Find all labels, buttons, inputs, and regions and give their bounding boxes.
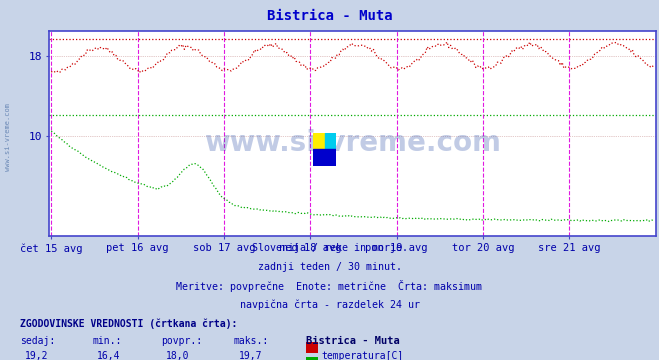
Bar [313, 149, 336, 166]
Text: zadnji teden / 30 minut.: zadnji teden / 30 minut. [258, 262, 401, 272]
Text: 19,2: 19,2 [24, 351, 48, 360]
Text: Meritve: povprečne  Enote: metrične  Črta: maksimum: Meritve: povprečne Enote: metrične Črta:… [177, 280, 482, 292]
Text: Bistrica - Muta: Bistrica - Muta [267, 9, 392, 23]
Text: ZGODOVINSKE VREDNOSTI (črtkana črta):: ZGODOVINSKE VREDNOSTI (črtkana črta): [20, 319, 237, 329]
Text: www.si-vreme.com: www.si-vreme.com [5, 103, 11, 171]
Bar [313, 133, 325, 149]
Text: Bistrica - Muta: Bistrica - Muta [306, 336, 400, 346]
Text: Slovenija / reke in morje.: Slovenija / reke in morje. [252, 243, 407, 253]
Bar [325, 133, 336, 149]
Text: min.:: min.: [92, 336, 122, 346]
Text: povpr.:: povpr.: [161, 336, 202, 346]
Text: 18,0: 18,0 [166, 351, 190, 360]
Text: sedaj:: sedaj: [20, 336, 55, 346]
Text: www.si-vreme.com: www.si-vreme.com [204, 130, 501, 157]
Text: temperatura[C]: temperatura[C] [321, 351, 403, 360]
Text: 19,7: 19,7 [239, 351, 262, 360]
Text: 16,4: 16,4 [97, 351, 121, 360]
Text: maks.:: maks.: [234, 336, 269, 346]
Text: navpična črta - razdelek 24 ur: navpična črta - razdelek 24 ur [239, 299, 420, 310]
